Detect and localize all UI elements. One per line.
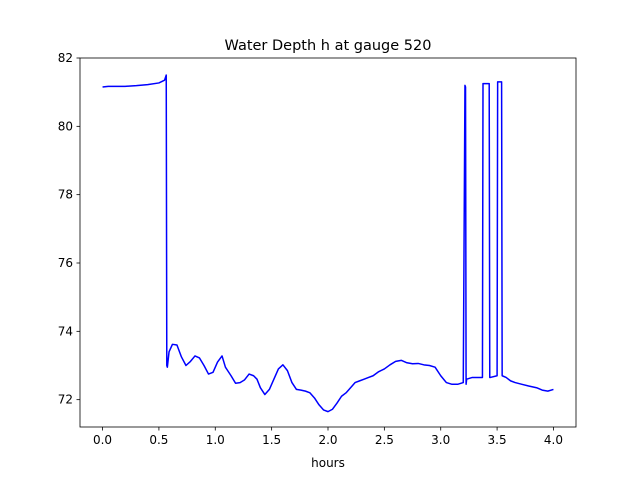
series-line-0: [102, 74, 554, 413]
x-tick-label: 0.5: [149, 433, 168, 447]
y-tick-label: 82: [58, 51, 73, 65]
x-tick-label: 0.0: [93, 433, 112, 447]
chart-title: Water Depth h at gauge 520: [225, 38, 432, 54]
y-tick-label: 76: [58, 256, 73, 270]
y-tick-label: 78: [58, 188, 73, 202]
x-tick-label: 2.0: [318, 433, 337, 447]
x-tick-label: 2.5: [375, 433, 394, 447]
x-axis: 0.0 0.5 1.0 1.5 2.0 2.5 3.0 3.5 4.0: [93, 427, 563, 447]
y-tick-label: 80: [58, 119, 73, 133]
y-axis: 72 74 76 78 80 82: [58, 51, 80, 407]
x-tick-label: 3.0: [431, 433, 450, 447]
x-tick-label: 4.0: [544, 433, 563, 447]
y-tick-label: 72: [58, 393, 73, 407]
x-axis-label: hours: [311, 456, 345, 470]
x-tick-label: 1.0: [206, 433, 225, 447]
y-tick-label: 74: [58, 324, 73, 338]
plot-area: [79, 57, 577, 428]
x-tick-label: 3.5: [488, 433, 507, 447]
x-tick-label: 1.5: [262, 433, 281, 447]
